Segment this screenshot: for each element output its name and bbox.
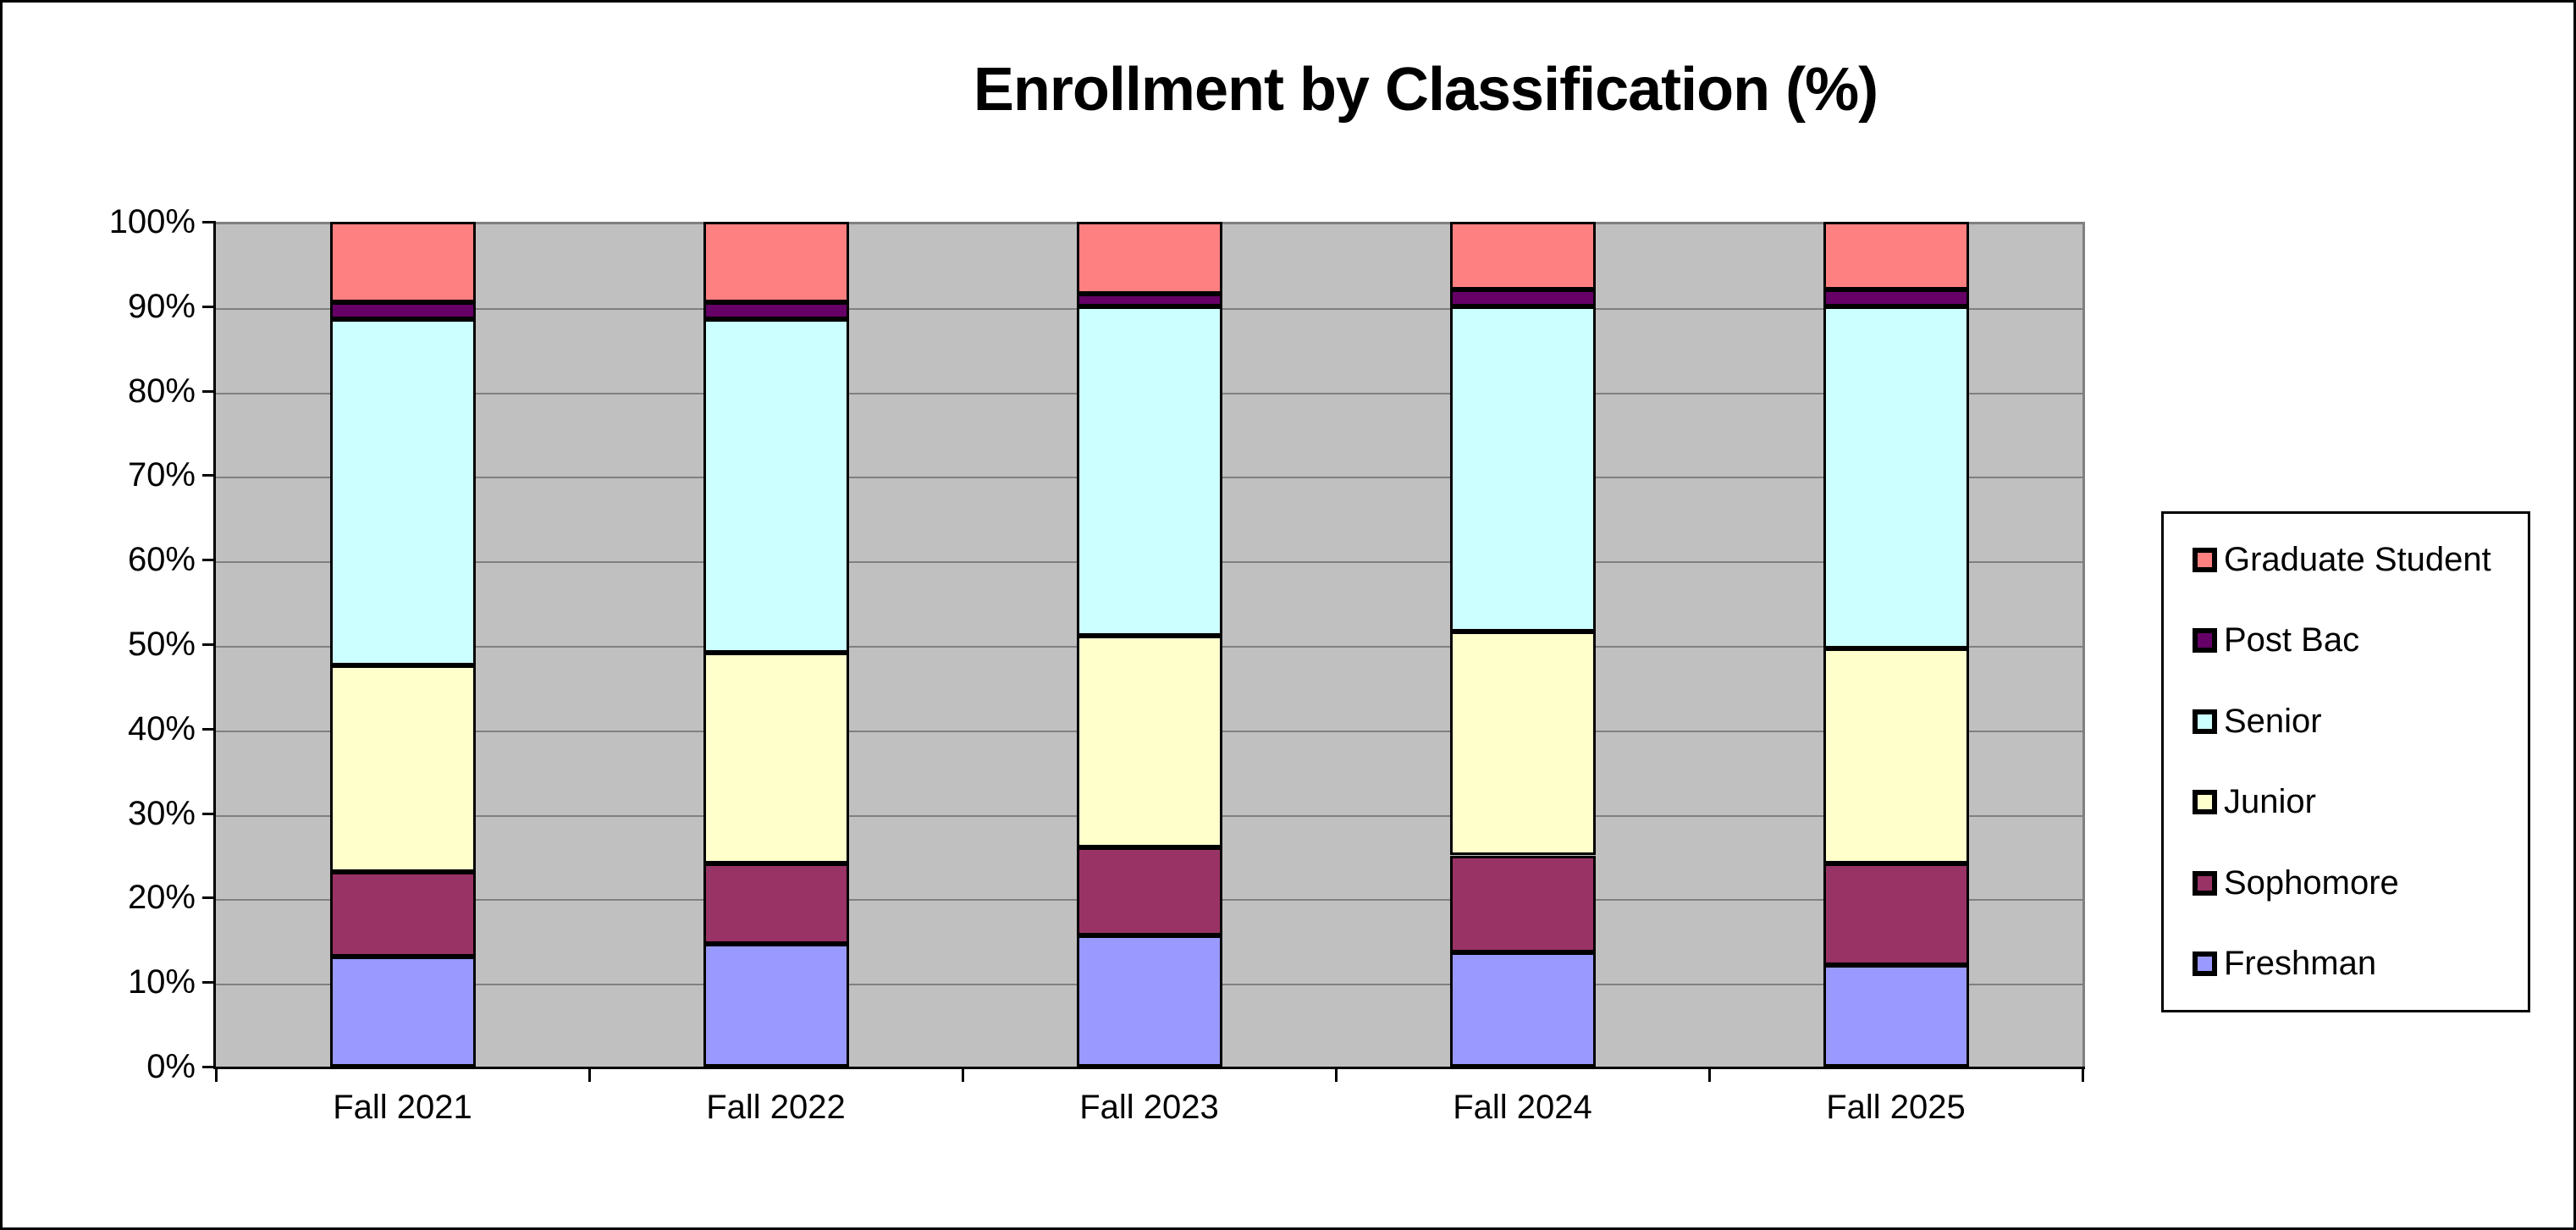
x-axis-tick-3 — [1335, 1068, 1338, 1082]
bar-segment-fall-2024-post-bac — [1449, 289, 1596, 306]
bar-segment-fall-2023-freshman — [1076, 935, 1222, 1067]
y-axis-label-30: 30% — [127, 794, 196, 832]
x-axis-label-fall-2021: Fall 2021 — [333, 1089, 472, 1126]
x-axis-tick-0 — [215, 1068, 218, 1082]
y-axis-tick-100 — [202, 221, 216, 223]
y-axis-label-10: 10% — [127, 963, 196, 1001]
x-axis-label-fall-2022: Fall 2022 — [706, 1089, 846, 1126]
bar-segment-fall-2022-freshman — [703, 944, 849, 1067]
legend-item-junior: Junior — [2193, 783, 2519, 821]
bar-segment-fall-2025-sophomore — [1823, 863, 1969, 966]
legend-label-graduate-student: Graduate Student — [2224, 540, 2491, 578]
y-axis-tick-20 — [202, 896, 216, 900]
bar-segment-fall-2024-sophomore — [1449, 855, 1596, 953]
y-axis-tick-70 — [202, 474, 216, 477]
bar-segment-fall-2024-junior — [1449, 632, 1596, 856]
bar-segment-fall-2021-freshman — [329, 957, 476, 1067]
x-axis-tick-2 — [962, 1068, 964, 1082]
x-axis-label-fall-2025: Fall 2025 — [1826, 1089, 1966, 1126]
y-axis-label-50: 50% — [127, 626, 196, 663]
y-axis-label-80: 80% — [127, 372, 196, 410]
legend-label-junior: Junior — [2224, 783, 2316, 821]
bar-segment-fall-2025-graduate-student — [1823, 222, 1969, 290]
bar-segment-fall-2023-post-bac — [1076, 293, 1222, 306]
bar-segment-fall-2025-post-bac — [1823, 289, 1969, 306]
y-axis-label-70: 70% — [127, 456, 196, 494]
y-axis-label-100: 100% — [108, 203, 196, 240]
bar-segment-fall-2022-junior — [703, 652, 849, 864]
chart-title: Enrollment by Classification (%) — [973, 56, 1878, 124]
legend-label-sophomore: Sophomore — [2224, 863, 2399, 902]
legend-swatch-junior — [2193, 790, 2217, 815]
bar-segment-fall-2021-graduate-student — [329, 222, 476, 302]
bar-segment-fall-2021-sophomore — [329, 872, 476, 957]
legend-swatch-sophomore — [2193, 870, 2217, 896]
x-axis-line — [213, 1067, 2085, 1069]
y-axis-tick-0 — [202, 1066, 216, 1068]
bar-segment-fall-2024-senior — [1449, 306, 1596, 632]
bar-segment-fall-2022-graduate-student — [703, 222, 849, 302]
y-axis-label-90: 90% — [127, 287, 196, 325]
bar-segment-fall-2021-junior — [329, 665, 476, 873]
bar-segment-fall-2025-senior — [1823, 306, 1969, 648]
bar-segment-fall-2023-senior — [1076, 306, 1222, 637]
bar-segment-fall-2022-sophomore — [703, 863, 849, 945]
bar-segment-fall-2022-post-bac — [703, 301, 849, 319]
bar-segment-fall-2025-freshman — [1823, 965, 1969, 1067]
bar-segment-fall-2021-senior — [329, 318, 476, 665]
bar-segment-fall-2024-freshman — [1449, 952, 1596, 1067]
y-axis-label-40: 40% — [127, 709, 196, 747]
y-axis-tick-50 — [202, 643, 216, 646]
legend-label-freshman: Freshman — [2224, 945, 2377, 983]
y-axis-tick-60 — [202, 559, 216, 562]
bar-segment-fall-2025-junior — [1823, 648, 1969, 864]
legend-label-senior: Senior — [2224, 702, 2322, 740]
legend: Graduate Student Post Bac Senior Junior Soph… — [2161, 511, 2530, 1012]
x-axis-tick-4 — [1708, 1068, 1711, 1082]
bar-segment-fall-2024-graduate-student — [1449, 222, 1596, 290]
bar-segment-fall-2021-post-bac — [329, 301, 476, 319]
bar-segment-fall-2023-graduate-student — [1076, 222, 1222, 294]
legend-swatch-senior — [2193, 709, 2217, 734]
legend-item-sophomore: Sophomore — [2193, 863, 2519, 902]
y-axis-tick-90 — [202, 305, 216, 308]
y-axis-label-60: 60% — [127, 541, 196, 579]
y-axis-tick-10 — [202, 981, 216, 985]
y-axis-label-20: 20% — [127, 879, 196, 917]
bar-segment-fall-2023-junior — [1076, 636, 1222, 847]
legend-swatch-freshman — [2193, 951, 2217, 977]
x-axis-label-fall-2023: Fall 2023 — [1079, 1089, 1219, 1126]
y-axis-tick-30 — [202, 812, 216, 815]
y-axis-label-0: 0% — [146, 1048, 196, 1085]
y-axis-tick-40 — [202, 727, 216, 731]
legend-item-graduate-student: Graduate Student — [2193, 540, 2519, 578]
legend-swatch-graduate-student — [2193, 547, 2217, 572]
x-axis-tick-5 — [2082, 1068, 2084, 1082]
x-axis-tick-1 — [588, 1068, 591, 1082]
legend-item-post-bac: Post Bac — [2193, 621, 2519, 659]
legend-label-post-bac: Post Bac — [2224, 621, 2360, 659]
y-axis-tick-80 — [202, 389, 216, 393]
legend-item-freshman: Freshman — [2193, 945, 2519, 983]
legend-swatch-post-bac — [2193, 628, 2217, 654]
bar-segment-fall-2023-sophomore — [1076, 847, 1222, 936]
x-axis-label-fall-2024: Fall 2024 — [1453, 1089, 1592, 1126]
bar-segment-fall-2022-senior — [703, 318, 849, 653]
legend-item-senior: Senior — [2193, 702, 2519, 740]
